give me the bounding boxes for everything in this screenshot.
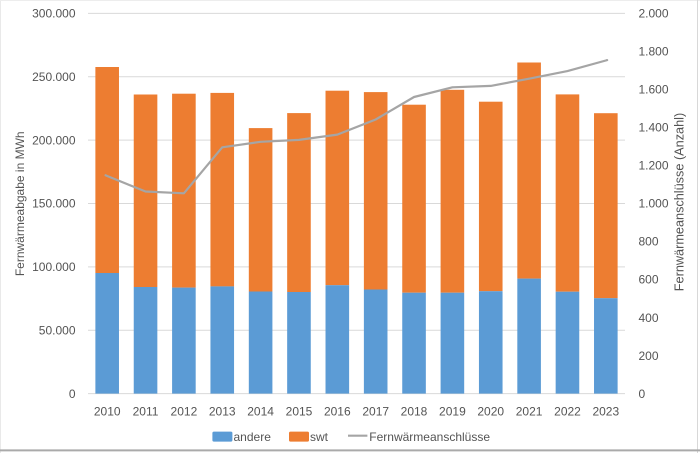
svg-text:2021: 2021 bbox=[516, 405, 543, 419]
svg-text:2013: 2013 bbox=[209, 405, 236, 419]
svg-text:2023: 2023 bbox=[592, 405, 619, 419]
svg-text:800: 800 bbox=[639, 235, 659, 249]
svg-text:1.000: 1.000 bbox=[639, 197, 669, 211]
svg-text:0: 0 bbox=[69, 387, 76, 401]
svg-text:swt: swt bbox=[310, 430, 329, 444]
svg-text:2012: 2012 bbox=[171, 405, 198, 419]
svg-text:2015: 2015 bbox=[286, 405, 313, 419]
svg-text:2014: 2014 bbox=[247, 405, 274, 419]
svg-text:2019: 2019 bbox=[439, 405, 466, 419]
svg-text:2010: 2010 bbox=[94, 405, 121, 419]
svg-text:1.400: 1.400 bbox=[639, 121, 669, 135]
svg-text:2011: 2011 bbox=[133, 405, 159, 419]
svg-text:200.000: 200.000 bbox=[32, 133, 76, 147]
svg-text:Fernwärmeanschlüsse (Anzahl): Fernwärmeanschlüsse (Anzahl) bbox=[673, 113, 687, 291]
svg-text:0: 0 bbox=[639, 387, 646, 401]
svg-text:2022: 2022 bbox=[554, 405, 581, 419]
svg-text:200: 200 bbox=[639, 349, 659, 363]
svg-text:2.000: 2.000 bbox=[639, 7, 669, 21]
svg-text:150.000: 150.000 bbox=[32, 197, 76, 211]
svg-text:1.200: 1.200 bbox=[639, 159, 669, 173]
svg-text:2017: 2017 bbox=[362, 405, 389, 419]
svg-text:2020: 2020 bbox=[477, 405, 504, 419]
svg-text:600: 600 bbox=[639, 273, 659, 287]
svg-text:Fernwärmeanschlüsse: Fernwärmeanschlüsse bbox=[369, 430, 490, 444]
svg-text:50.000: 50.000 bbox=[39, 323, 76, 337]
svg-text:250.000: 250.000 bbox=[32, 70, 76, 84]
svg-text:2018: 2018 bbox=[401, 405, 428, 419]
svg-text:300.000: 300.000 bbox=[32, 7, 76, 21]
svg-text:andere: andere bbox=[234, 430, 272, 444]
svg-text:1.600: 1.600 bbox=[639, 83, 669, 97]
svg-text:2016: 2016 bbox=[324, 405, 351, 419]
svg-text:100.000: 100.000 bbox=[32, 260, 76, 274]
svg-text:Fernwärmeabgabe in MWh: Fernwärmeabgabe in MWh bbox=[13, 131, 27, 276]
svg-text:1.800: 1.800 bbox=[639, 45, 669, 59]
svg-text:400: 400 bbox=[639, 311, 659, 325]
